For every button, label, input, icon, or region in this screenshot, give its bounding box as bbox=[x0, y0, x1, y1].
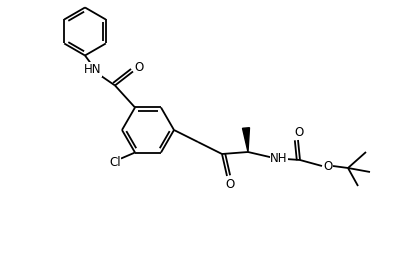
Text: O: O bbox=[135, 61, 144, 74]
Text: O: O bbox=[295, 125, 304, 139]
Text: HN: HN bbox=[84, 63, 102, 76]
Polygon shape bbox=[242, 128, 250, 152]
Text: O: O bbox=[225, 177, 235, 191]
Text: NH: NH bbox=[270, 152, 288, 166]
Text: Cl: Cl bbox=[109, 156, 121, 169]
Text: O: O bbox=[323, 159, 333, 173]
